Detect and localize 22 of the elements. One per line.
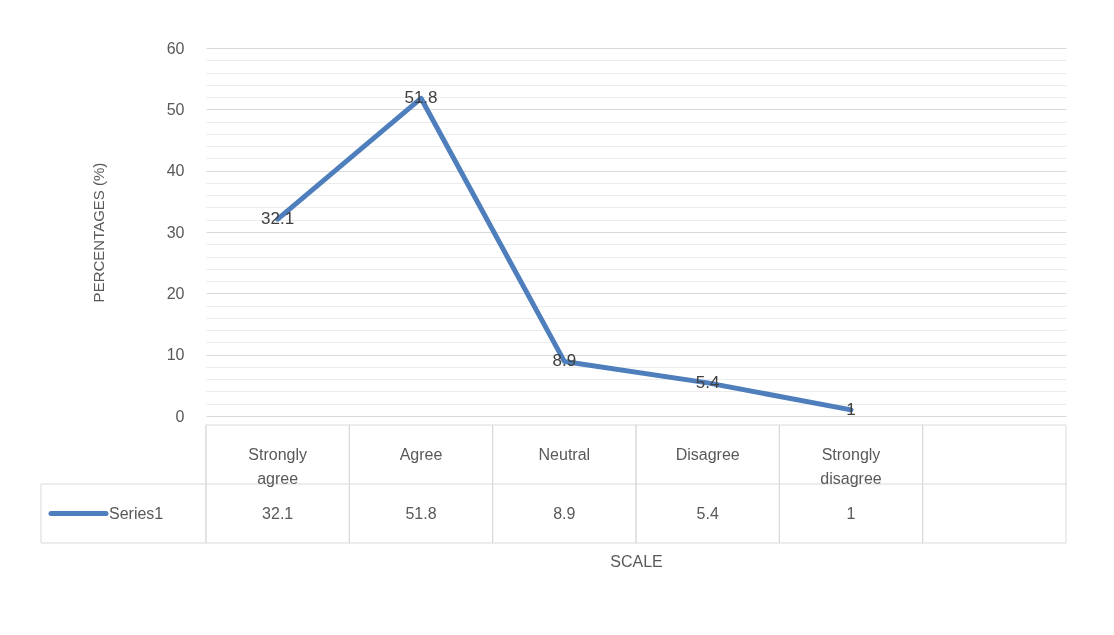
y-tick-label: 30	[166, 223, 185, 241]
y-tick-label: 0	[175, 407, 185, 425]
annotation: 32.1	[261, 209, 295, 229]
data-label: 51.8	[405, 504, 437, 522]
annotation: 51.8	[404, 88, 438, 108]
data-label: 1	[846, 504, 856, 522]
y-tick-label: 50	[166, 100, 185, 118]
y-axis-title: PERCENTAGES (%)	[89, 162, 107, 303]
x-tick-label: Neutral	[538, 445, 591, 463]
data-label: 5.4	[696, 504, 719, 522]
y-tick-label: 40	[166, 162, 185, 180]
data-label: 8.9	[553, 504, 576, 522]
x-tick-label: Disagree	[675, 445, 740, 463]
x-axis-title: SCALE	[610, 552, 663, 570]
x-tick-label: Agree	[399, 445, 443, 463]
x-tick-label: Strongly agree	[248, 445, 308, 487]
y-tick-label: 20	[166, 284, 185, 302]
legend-label: Series1	[109, 504, 164, 522]
y-tick-label: 60	[166, 39, 185, 57]
y-tick-label: 10	[166, 346, 185, 364]
data-label: 32.1	[262, 504, 294, 522]
x-tick-label: Strongly disagree	[820, 445, 882, 487]
